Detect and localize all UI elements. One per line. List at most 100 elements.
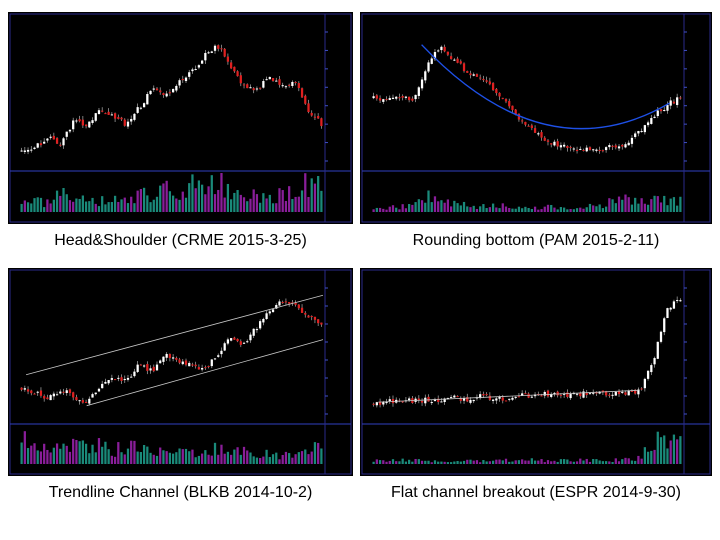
volume-bar: [634, 460, 637, 464]
candle-body: [663, 110, 666, 112]
candle-body: [39, 390, 43, 396]
volume-bar: [472, 460, 475, 464]
volume-bar: [271, 203, 275, 212]
candle-body: [152, 88, 155, 90]
candle-body: [679, 300, 682, 302]
candle-body: [443, 398, 446, 403]
volume-bar: [297, 196, 300, 212]
candle-body: [440, 46, 443, 51]
candle-body: [162, 356, 165, 362]
volume-bar: [659, 202, 663, 212]
candle-body: [139, 364, 143, 366]
volume-bar: [23, 431, 26, 464]
candle-body: [288, 84, 291, 86]
candle-body: [582, 391, 585, 398]
candle-body: [88, 121, 91, 128]
volume-bar: [556, 209, 559, 212]
candle-body: [585, 392, 588, 396]
volume-bar: [262, 193, 265, 212]
volume-bar: [178, 448, 181, 464]
candle-body: [294, 302, 297, 305]
candle-body: [385, 99, 388, 101]
candle-body: [430, 402, 433, 404]
candle-body: [579, 392, 582, 397]
volume-bar: [97, 438, 101, 464]
candle-body: [621, 144, 624, 147]
caption-rounding-bottom: Rounding bottom (PAM 2015-2-11): [412, 232, 660, 249]
volume-bar: [204, 194, 207, 212]
candle-body: [640, 388, 643, 390]
volume-bar: [249, 452, 252, 464]
volume-bar: [521, 459, 524, 464]
candle-body: [569, 394, 572, 399]
candle-body: [417, 87, 420, 96]
volume-bar: [501, 203, 504, 212]
candle-body: [91, 394, 94, 398]
volume-bar: [207, 454, 210, 464]
volume-bar: [320, 448, 323, 464]
candle-body: [246, 341, 249, 343]
candle-body: [246, 84, 249, 89]
candle-body: [488, 395, 491, 400]
volume-bar: [271, 454, 275, 464]
volume-bar: [268, 457, 271, 464]
volume-bar: [676, 439, 679, 464]
volume-bar: [517, 460, 521, 464]
volume-bar: [443, 461, 446, 464]
chart-panel-flat-channel: [360, 268, 712, 476]
candle-body: [49, 395, 52, 401]
candle-body: [152, 366, 155, 372]
candle-body: [588, 392, 592, 394]
candle-body: [310, 316, 313, 318]
volume-bar: [388, 460, 391, 464]
volume-bar: [65, 445, 68, 464]
candle-body: [433, 52, 437, 60]
chart-svg-head-shoulder: [9, 13, 352, 223]
volume-bar: [168, 191, 172, 212]
volume-bar: [194, 188, 197, 212]
volume-bar: [65, 194, 68, 212]
candle-body: [84, 124, 88, 127]
candle-body: [598, 149, 601, 152]
volume-bar: [94, 452, 97, 464]
candle-body: [553, 141, 556, 146]
volume-bar: [524, 206, 527, 212]
volume-bar: [588, 203, 592, 212]
candle-body: [252, 328, 255, 336]
volume-bar: [382, 208, 385, 212]
candle-body: [239, 341, 242, 345]
volume-bar: [49, 203, 52, 212]
volume-bar: [265, 449, 268, 464]
volume-bar: [420, 200, 424, 212]
chart-frame: [9, 13, 352, 223]
volume-bar: [142, 444, 146, 464]
volume-bar: [84, 443, 88, 464]
volume-bar: [488, 207, 491, 212]
candle-body: [485, 394, 488, 396]
volume-bar: [123, 197, 126, 212]
candle-body: [601, 150, 605, 152]
volume-bar: [75, 198, 78, 212]
candle-body: [268, 311, 271, 314]
rounding-bottom-curve: [421, 44, 670, 130]
volume-bar: [553, 207, 556, 212]
volume-bar: [204, 450, 207, 464]
volume-bar: [537, 460, 540, 464]
flat-channel-line: [378, 389, 639, 403]
candle-body: [204, 52, 207, 61]
volume-bar: [408, 204, 411, 212]
candle-body: [46, 397, 49, 400]
volume-bar: [430, 462, 433, 464]
volume-bar: [320, 190, 323, 212]
volume-bar: [598, 204, 601, 212]
volume-bar: [39, 451, 43, 464]
volume-bar: [433, 196, 437, 212]
candle-body: [443, 46, 446, 52]
volume-bar: [617, 461, 621, 464]
candle-body: [540, 132, 543, 138]
volume-bar: [440, 200, 443, 212]
volume-bar: [569, 208, 572, 212]
candle-body: [101, 383, 104, 389]
candle-body: [514, 109, 517, 115]
volume-bar: [608, 461, 611, 464]
